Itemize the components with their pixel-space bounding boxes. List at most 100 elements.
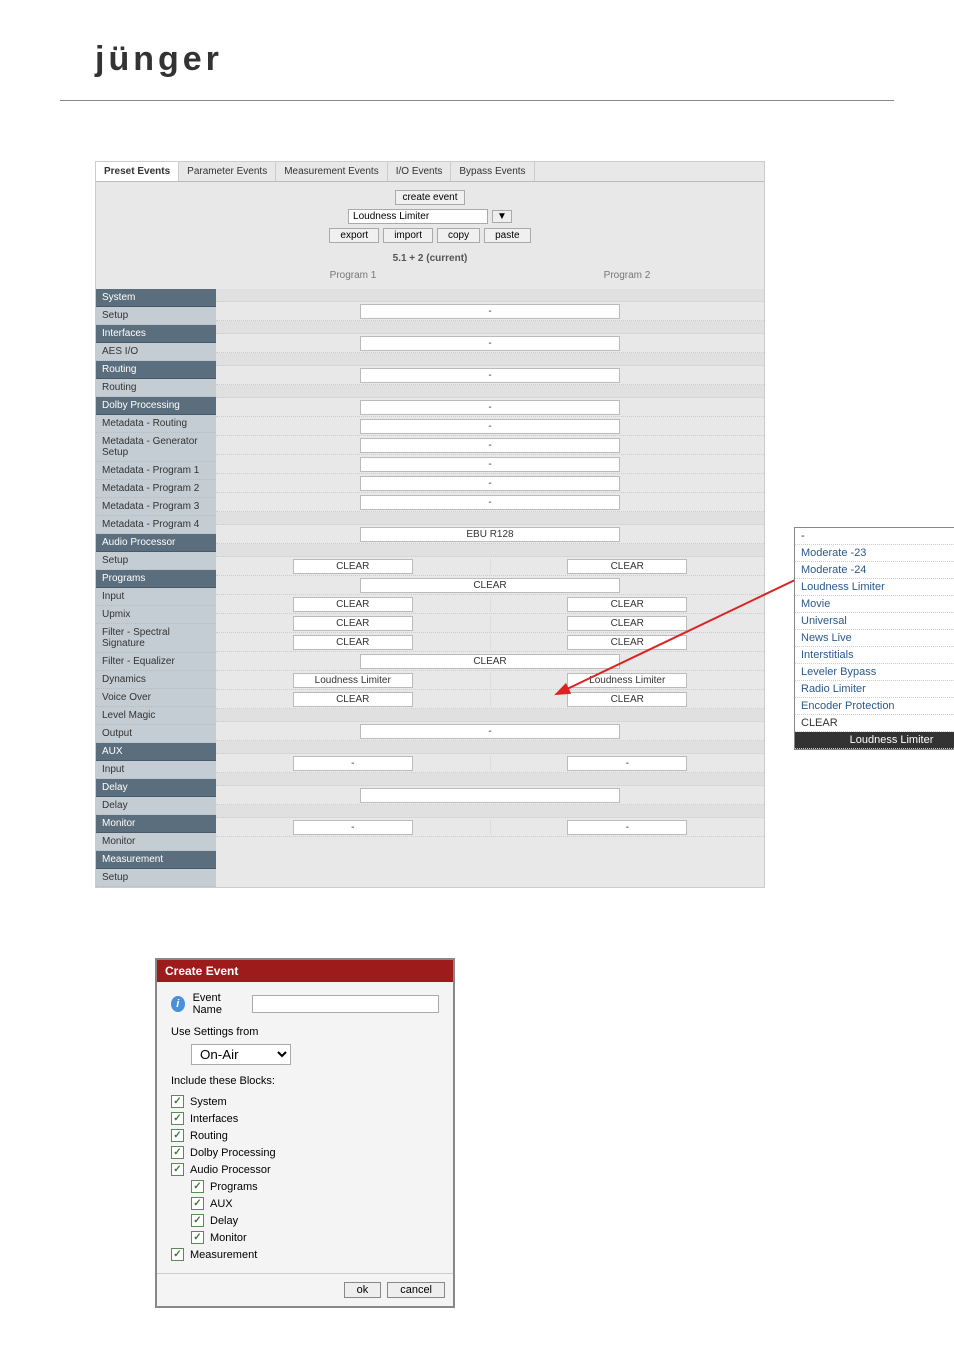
value-cell[interactable]: - bbox=[360, 336, 620, 351]
checkbox[interactable]: ✓ bbox=[191, 1197, 204, 1210]
sidebar-item[interactable]: Setup bbox=[96, 869, 216, 887]
sidebar-item[interactable]: Dynamics bbox=[96, 671, 216, 689]
settings-row: - bbox=[216, 366, 764, 385]
sidebar-item[interactable]: Upmix bbox=[96, 606, 216, 624]
value-cell[interactable]: - bbox=[293, 756, 413, 771]
paste-button[interactable]: paste bbox=[484, 228, 530, 243]
sidebar-item[interactable]: Metadata - Program 2 bbox=[96, 480, 216, 498]
tab-i-o-events[interactable]: I/O Events bbox=[388, 162, 452, 181]
dropdown-option[interactable]: Moderate -23 bbox=[795, 545, 954, 562]
checkbox-label: System bbox=[190, 1096, 227, 1108]
import-button[interactable]: import bbox=[383, 228, 433, 243]
value-cell[interactable]: - bbox=[567, 820, 687, 835]
checkbox-row: ✓AUX bbox=[191, 1195, 439, 1212]
dropdown-option[interactable]: News Live bbox=[795, 630, 954, 647]
sidebar-item[interactable]: Filter - Spectral Signature bbox=[96, 624, 216, 653]
dropdown-option[interactable]: - bbox=[795, 528, 954, 545]
value-cell[interactable]: - bbox=[360, 438, 620, 453]
value-cell[interactable]: CLEAR bbox=[360, 578, 620, 593]
sidebar-item[interactable]: Routing bbox=[96, 379, 216, 397]
value-cell[interactable]: CLEAR bbox=[293, 616, 413, 631]
value-cell[interactable] bbox=[360, 788, 620, 803]
value-cell[interactable]: - bbox=[360, 495, 620, 510]
sidebar-item[interactable]: Output bbox=[96, 725, 216, 743]
sidebar-item[interactable]: Setup bbox=[96, 307, 216, 325]
value-cell[interactable]: CLEAR bbox=[567, 616, 687, 631]
value-cell[interactable]: - bbox=[360, 304, 620, 319]
value-cell[interactable]: CLEAR bbox=[567, 635, 687, 650]
use-settings-select[interactable]: On-Air bbox=[191, 1044, 291, 1065]
value-cell[interactable]: - bbox=[360, 368, 620, 383]
value-cell[interactable]: - bbox=[360, 476, 620, 491]
value-cell[interactable]: CLEAR bbox=[293, 559, 413, 574]
value-cell[interactable]: Loudness Limiter bbox=[567, 673, 687, 688]
sidebar-item[interactable]: Filter - Equalizer bbox=[96, 653, 216, 671]
settings-row: - bbox=[216, 334, 764, 353]
dropdown-option[interactable]: Universal bbox=[795, 613, 954, 630]
sidebar-item[interactable]: Metadata - Generator Setup bbox=[96, 433, 216, 462]
cancel-button[interactable]: cancel bbox=[387, 1282, 445, 1298]
use-settings-label: Use Settings from bbox=[171, 1026, 439, 1038]
value-cell[interactable]: CLEAR bbox=[293, 597, 413, 612]
preset-dropdown[interactable]: Loudness Limiter bbox=[348, 209, 488, 224]
checkbox[interactable]: ✓ bbox=[171, 1112, 184, 1125]
sidebar-item[interactable]: Input bbox=[96, 761, 216, 779]
dropdown-option[interactable]: Loudness Limiter bbox=[795, 579, 954, 596]
dropdown-option[interactable]: Movie bbox=[795, 596, 954, 613]
value-cell[interactable]: CLEAR bbox=[293, 692, 413, 707]
dropdown-option[interactable]: Moderate -24 bbox=[795, 562, 954, 579]
value-cell[interactable]: CLEAR bbox=[567, 597, 687, 612]
export-button[interactable]: export bbox=[329, 228, 379, 243]
sidebar-item[interactable]: Level Magic bbox=[96, 707, 216, 725]
value-cell[interactable]: - bbox=[360, 457, 620, 472]
value-cell[interactable]: - bbox=[360, 419, 620, 434]
sidebar-item[interactable]: Voice Over bbox=[96, 689, 216, 707]
event-tabs: Preset EventsParameter EventsMeasurement… bbox=[96, 162, 764, 182]
sidebar-item[interactable]: Metadata - Routing bbox=[96, 415, 216, 433]
dropdown-option[interactable]: Encoder Protection bbox=[795, 698, 954, 715]
ok-button[interactable]: ok bbox=[344, 1282, 382, 1298]
sidebar-item[interactable]: Metadata - Program 4 bbox=[96, 516, 216, 534]
sidebar-item[interactable]: Monitor bbox=[96, 833, 216, 851]
sidebar-item[interactable]: Setup bbox=[96, 552, 216, 570]
value-cell[interactable]: - bbox=[360, 724, 620, 739]
tab-preset-events[interactable]: Preset Events bbox=[96, 162, 179, 181]
value-cell[interactable]: EBU R128 bbox=[360, 527, 620, 542]
value-cell[interactable]: CLEAR bbox=[360, 654, 620, 669]
dropdown-arrow-icon[interactable]: ▼ bbox=[492, 210, 512, 223]
checkbox[interactable]: ✓ bbox=[171, 1146, 184, 1159]
dropdown-option[interactable]: CLEAR bbox=[795, 715, 954, 732]
settings-row: - bbox=[216, 474, 764, 493]
checkbox[interactable]: ✓ bbox=[171, 1248, 184, 1261]
settings-row: CLEAR bbox=[216, 652, 764, 671]
value-cell[interactable]: CLEAR bbox=[567, 692, 687, 707]
dropdown-option[interactable]: Leveler Bypass bbox=[795, 664, 954, 681]
checkbox[interactable]: ✓ bbox=[171, 1163, 184, 1176]
sidebar-item[interactable]: Delay bbox=[96, 797, 216, 815]
dropdown-option[interactable]: Interstitials bbox=[795, 647, 954, 664]
value-cell[interactable]: - bbox=[293, 820, 413, 835]
tab-measurement-events[interactable]: Measurement Events bbox=[276, 162, 388, 181]
dropdown-option[interactable]: Radio Limiter bbox=[795, 681, 954, 698]
checkbox[interactable]: ✓ bbox=[191, 1214, 204, 1227]
checkbox[interactable]: ✓ bbox=[191, 1180, 204, 1193]
event-name-input[interactable] bbox=[252, 995, 439, 1013]
value-cell[interactable]: Loudness Limiter bbox=[293, 673, 413, 688]
value-cell[interactable]: CLEAR bbox=[567, 559, 687, 574]
create-event-button[interactable]: create event bbox=[395, 190, 464, 205]
sidebar-item[interactable]: Metadata - Program 1 bbox=[96, 462, 216, 480]
checkbox-row: ✓Programs bbox=[191, 1178, 439, 1195]
value-cell[interactable]: - bbox=[567, 756, 687, 771]
tab-bypass-events[interactable]: Bypass Events bbox=[451, 162, 534, 181]
sidebar-item[interactable]: Input bbox=[96, 588, 216, 606]
value-cell[interactable]: CLEAR bbox=[293, 635, 413, 650]
checkbox[interactable]: ✓ bbox=[191, 1231, 204, 1244]
tab-parameter-events[interactable]: Parameter Events bbox=[179, 162, 276, 181]
value-cell[interactable]: - bbox=[360, 400, 620, 415]
checkbox[interactable]: ✓ bbox=[171, 1129, 184, 1142]
copy-button[interactable]: copy bbox=[437, 228, 480, 243]
sidebar-item[interactable]: AES I/O bbox=[96, 343, 216, 361]
checkbox[interactable]: ✓ bbox=[171, 1095, 184, 1108]
sidebar-section: Dolby Processing bbox=[96, 397, 216, 415]
sidebar-item[interactable]: Metadata - Program 3 bbox=[96, 498, 216, 516]
